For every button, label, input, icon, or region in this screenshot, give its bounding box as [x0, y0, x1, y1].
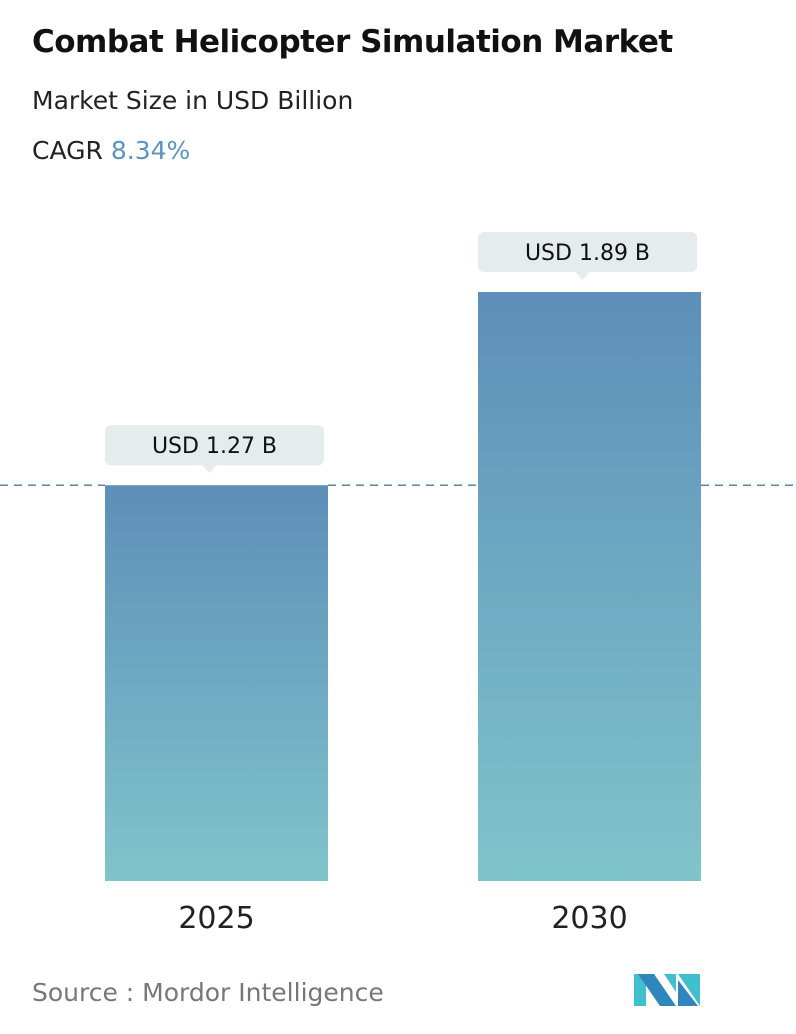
data-label: USD 1.27 B	[152, 434, 277, 459]
data-label-pointer	[575, 272, 590, 280]
chart-subtitle: Market Size in USD Billion	[32, 86, 354, 115]
bar-2030	[478, 292, 701, 881]
source-text: Source : Mordor Intelligence	[32, 978, 384, 1007]
mordor-logo	[634, 974, 700, 1006]
x-tick-label: 2025	[178, 901, 254, 936]
bar-chart: USD 1.27 B 2025 USD 1.89 B 2030	[0, 232, 796, 936]
cagr: CAGR 8.34%	[32, 136, 190, 165]
data-label-box	[105, 425, 324, 466]
x-tick-label: 2030	[551, 901, 627, 936]
chart-title: Combat Helicopter Simulation Market	[32, 24, 673, 60]
bar-2025	[105, 485, 328, 881]
data-label-pointer	[202, 465, 217, 474]
data-label: USD 1.89 B	[525, 241, 650, 266]
cagr-value: 8.34%	[110, 136, 191, 165]
data-label-box	[478, 232, 697, 272]
cagr-label: CAGR	[32, 136, 103, 165]
